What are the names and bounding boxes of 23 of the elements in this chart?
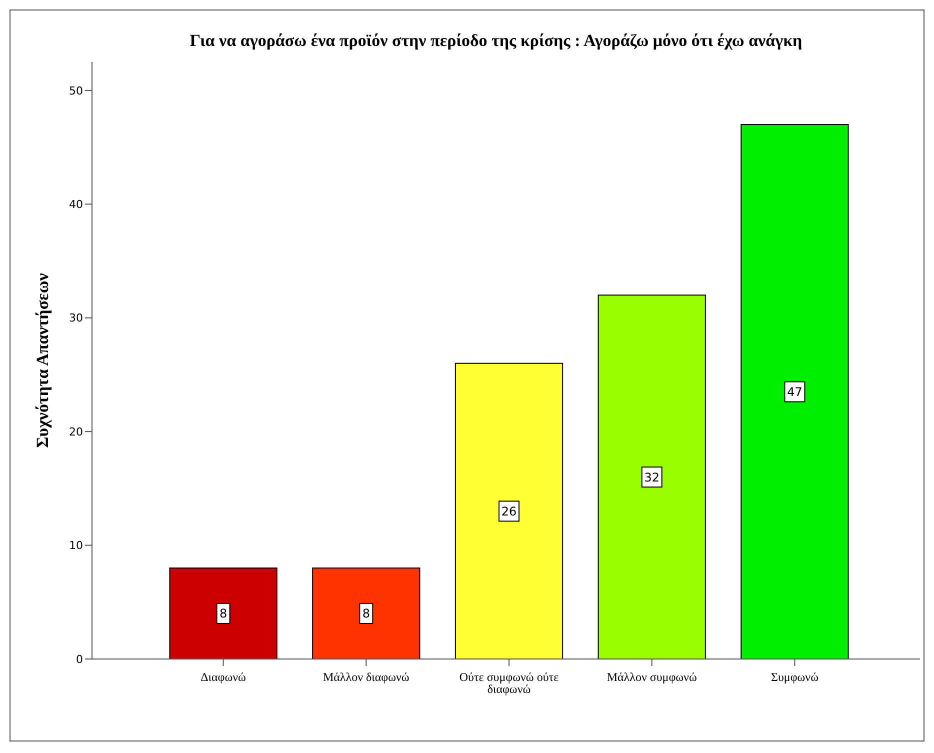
x-tick-label: Μάλλον συμφωνώ xyxy=(606,670,697,684)
data-label: 47 xyxy=(787,384,802,399)
y-tick-label: 50 xyxy=(69,84,83,98)
y-tick-label: 30 xyxy=(69,312,83,325)
y-tick-label: 40 xyxy=(69,198,83,211)
bar xyxy=(598,294,706,660)
y-axis-title: Συχνότητα Απαντήσεων xyxy=(33,272,52,448)
x-tick-label: Ούτε συμφωνώ ούτε διαφωνώ xyxy=(459,670,559,696)
bar xyxy=(312,568,420,660)
x-tick-label: Διαφωνώ xyxy=(200,670,246,684)
y-tick-label: 20 xyxy=(69,425,83,438)
data-label: 32 xyxy=(644,470,660,484)
y-tick-label: 0 xyxy=(76,652,83,666)
bar xyxy=(169,568,278,660)
x-tick-label: Συμφωνώ xyxy=(770,670,819,684)
chart-title: Για να αγοράσω ένα προϊόν στην περίοδο της κρίσης : Αγοράζω μόνο ότι έχω ανάγκη xyxy=(190,31,802,50)
bar xyxy=(454,362,564,660)
bar xyxy=(740,124,849,660)
x-tick-label: Μάλλον διαφωνώ xyxy=(322,670,410,684)
data-label: 8 xyxy=(362,606,370,621)
data-label: 8 xyxy=(219,606,228,621)
y-tick-label: 10 xyxy=(69,539,83,552)
data-label: 26 xyxy=(501,504,517,518)
